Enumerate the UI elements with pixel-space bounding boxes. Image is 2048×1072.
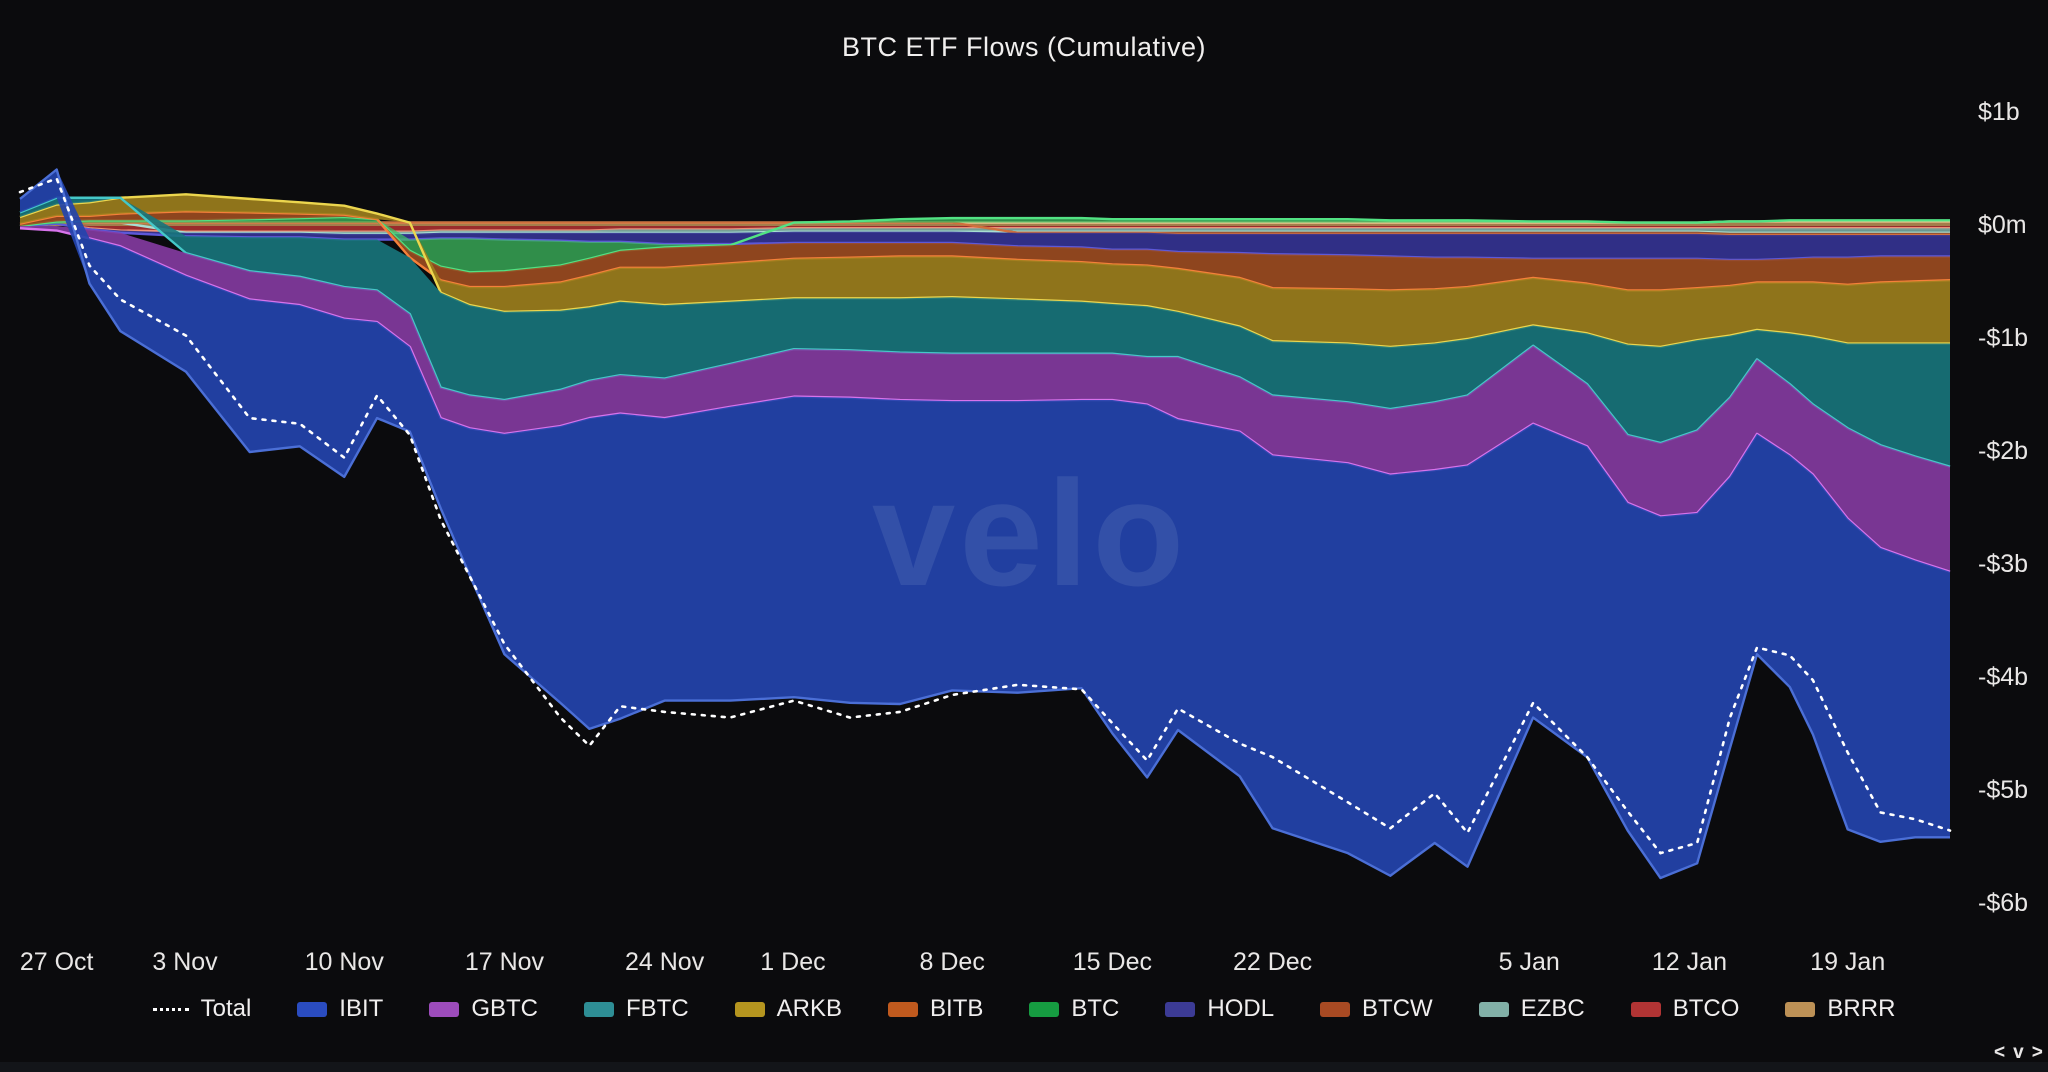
y-axis-label-2b: -$2b bbox=[1978, 437, 2029, 465]
legend-label: EZBC bbox=[1520, 995, 1585, 1022]
legend-label: BTCO bbox=[1672, 995, 1740, 1022]
legend-item-fbtc[interactable]: FBTC bbox=[583, 995, 689, 1023]
x-axis-label-5-Jan: 5 Jan bbox=[1498, 948, 1560, 976]
x-axis-label-22-Dec: 22 Dec bbox=[1232, 948, 1313, 976]
x-axis-label-10-Nov: 10 Nov bbox=[304, 948, 384, 976]
legend-item-brrr[interactable]: BRRR bbox=[1785, 995, 1895, 1023]
pager-next-button[interactable]: > bbox=[2031, 1042, 2045, 1063]
legend-item-gbtc[interactable]: GBTC bbox=[429, 995, 538, 1023]
legend-item-ibit[interactable]: IBIT bbox=[297, 995, 383, 1023]
pager-prev-button[interactable]: < bbox=[1994, 1042, 2008, 1063]
legend-label: BTC bbox=[1071, 995, 1120, 1022]
x-axis-label-24-Nov: 24 Nov bbox=[625, 948, 705, 976]
y-axis-label-5b: -$5b bbox=[1978, 776, 2029, 804]
x-axis-label-27-Oct: 27 Oct bbox=[19, 948, 94, 976]
legend-label: IBIT bbox=[339, 995, 384, 1022]
series-swatch-icon bbox=[734, 1001, 765, 1017]
y-axis-label-1b: $1b bbox=[1978, 98, 2020, 126]
x-axis-label-12-Jan: 12 Jan bbox=[1651, 948, 1727, 976]
y-axis-label-4b: -$4b bbox=[1978, 663, 2029, 691]
series-swatch-icon bbox=[888, 1001, 919, 1017]
area-BITB[interactable] bbox=[20, 211, 1950, 291]
series-swatch-icon bbox=[583, 1001, 614, 1017]
series-swatch-icon bbox=[429, 1001, 460, 1017]
legend-label: HODL bbox=[1207, 995, 1275, 1022]
y-axis-label-0m: $0m bbox=[1978, 211, 2027, 239]
legend-label: Total bbox=[200, 995, 252, 1022]
x-axis-label-1-Dec: 1 Dec bbox=[760, 948, 826, 976]
x-axis-label-17-Nov: 17 Nov bbox=[464, 948, 545, 976]
series-swatch-icon bbox=[297, 1001, 328, 1017]
area-IBIT[interactable] bbox=[20, 169, 1950, 879]
x-axis-label-8-Dec: 8 Dec bbox=[919, 948, 985, 976]
velo-watermark: velo bbox=[872, 449, 1188, 617]
area-BTC[interactable] bbox=[20, 216, 1950, 273]
series-swatch-icon bbox=[1320, 1001, 1351, 1017]
x-axis-label-3-Nov: 3 Nov bbox=[152, 948, 218, 976]
legend-item-btc[interactable]: BTC bbox=[1029, 995, 1119, 1023]
area-HODL[interactable] bbox=[20, 223, 1950, 260]
legend-label: GBTC bbox=[471, 995, 538, 1022]
legend-item-arkb[interactable]: ARKB bbox=[734, 995, 843, 1023]
series-swatch-icon bbox=[1029, 1001, 1060, 1017]
series-swatch-icon bbox=[1478, 1001, 1509, 1017]
area-GBTC[interactable] bbox=[20, 226, 1950, 572]
area-ARKB[interactable] bbox=[20, 194, 1950, 347]
legend-item-bitb[interactable]: BITB bbox=[888, 995, 983, 1023]
chart-title: BTC ETF Flows (Cumulative) bbox=[841, 32, 1207, 62]
area-BTCW[interactable] bbox=[20, 222, 1950, 236]
legend-item-btcw[interactable]: BTCW bbox=[1320, 995, 1433, 1023]
total-dotted-line-icon bbox=[152, 1007, 189, 1011]
legend-label: BTCW bbox=[1362, 995, 1433, 1022]
legend-label: ARKB bbox=[776, 995, 843, 1022]
bottom-edge-strip bbox=[0, 1062, 2048, 1072]
series-swatch-icon bbox=[1165, 1001, 1196, 1017]
series-swatch-icon bbox=[1630, 1001, 1661, 1017]
y-axis-label-1b: -$1b bbox=[1978, 324, 2029, 352]
pager: < v > bbox=[1994, 1042, 2045, 1064]
x-axis-label-19-Jan: 19 Jan bbox=[1810, 948, 1886, 976]
y-axis-label-6b: -$6b bbox=[1978, 889, 2029, 917]
legend-label: BRRR bbox=[1827, 995, 1896, 1022]
legend-item-total[interactable]: Total bbox=[152, 995, 252, 1023]
legend: Total IBIT GBTC FBTC ARKB BITB BTC HODL BTCW EZBC… bbox=[0, 995, 2048, 1023]
legend-label: FBTC bbox=[625, 995, 689, 1022]
edge-IBIT bbox=[19, 168, 1950, 880]
legend-item-btco[interactable]: BTCO bbox=[1630, 995, 1740, 1023]
x-axis-label-15-Dec: 15 Dec bbox=[1072, 948, 1152, 976]
legend-item-hodl[interactable]: HODL bbox=[1165, 995, 1274, 1023]
y-axis-label-3b: -$3b bbox=[1978, 550, 2029, 578]
series-swatch-icon bbox=[1785, 1001, 1816, 1017]
total-line[interactable] bbox=[18, 176, 1952, 855]
legend-label: BITB bbox=[930, 995, 984, 1022]
legend-item-ezbc[interactable]: EZBC bbox=[1478, 995, 1585, 1023]
pager-down-button[interactable]: v bbox=[2013, 1042, 2026, 1063]
